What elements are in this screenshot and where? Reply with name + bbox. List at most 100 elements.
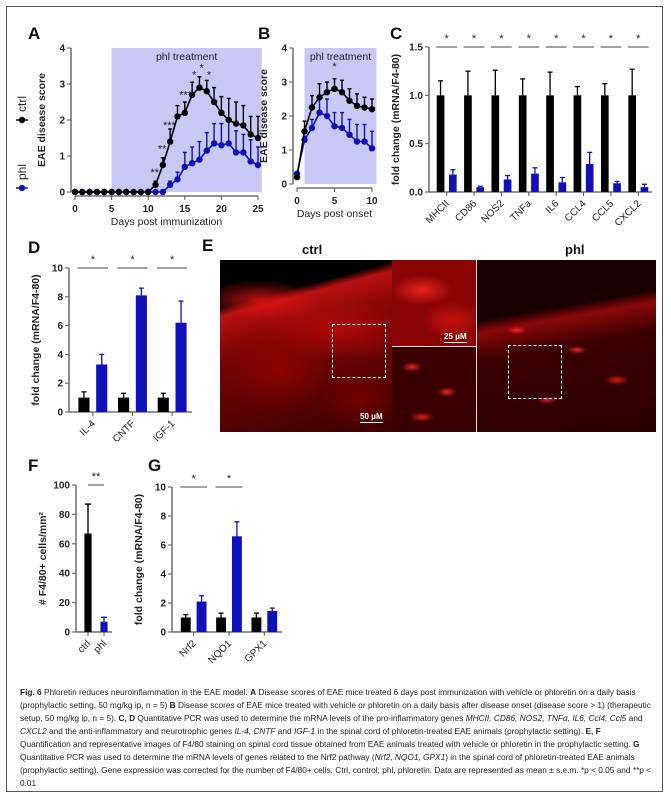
phl-data-point — [361, 138, 368, 145]
x-tick-label: MHCII — [424, 198, 452, 226]
phl-data-point — [331, 123, 338, 130]
y-tick-label: 10 — [52, 264, 64, 275]
ctrl-data-point — [123, 188, 130, 196]
y-axis-label: fold change (mRNA/F4-80) — [30, 274, 42, 405]
y-tick-label: 40 — [59, 569, 71, 580]
x-tick-label: IL6 — [544, 198, 562, 216]
bar-TNFa-phl — [531, 173, 539, 192]
y-tick-label: 8 — [57, 292, 63, 303]
bar-CXCL2-phl — [640, 187, 649, 192]
scale-bar-50um-label: 50 μM — [360, 412, 383, 421]
phl-data-point — [353, 138, 361, 145]
bar-CCL4-ctrl — [573, 95, 582, 192]
ctrl-micrograph — [220, 260, 392, 432]
ctrl-zoom-region-box — [332, 324, 386, 378]
ctrl-data-point — [159, 161, 167, 169]
y-axis-label: EAE disease score — [258, 69, 270, 163]
phl-zoom-micrograph — [392, 346, 476, 432]
x-tick-label: 10 — [143, 204, 155, 215]
panel-label-e: E — [202, 236, 214, 255]
phl-data-point — [166, 181, 174, 188]
significance-marker: ** — [92, 471, 101, 483]
x-tick-label: NQO1 — [206, 638, 234, 666]
bar-IGF-1-phl — [175, 322, 187, 412]
ctrl-data-point — [225, 116, 232, 124]
y-tick-label: 60 — [59, 539, 71, 550]
caption-segment: and — [626, 713, 643, 723]
significance-marker: ** — [158, 143, 167, 155]
treatment-shaded-region — [111, 48, 262, 192]
x-tick-label: GPX1 — [243, 638, 270, 665]
significance-marker: * — [609, 33, 614, 45]
y-tick-label: 100 — [53, 481, 70, 492]
y-tick-label: 3 — [59, 80, 65, 91]
caption-segment: and the anti-inflammatory and neurotroph… — [46, 726, 235, 736]
ctrl-data-point — [86, 188, 93, 196]
ctrl-data-point — [338, 89, 346, 96]
ctrl-data-point — [108, 188, 115, 196]
y-tick-label: 2 — [57, 379, 63, 390]
ctrl-data-point — [232, 120, 240, 127]
x-tick-label: CCL4 — [563, 198, 589, 224]
caption-segment: Fig. 6 — [20, 687, 42, 697]
caption-segment: B — [169, 700, 176, 710]
y-tick-label: 1.5 — [409, 43, 423, 54]
x-tick-label: CD86 — [453, 198, 479, 224]
significance-marker: *** — [163, 120, 177, 132]
significance-marker: *** — [179, 89, 193, 101]
scale-bar-50um: 50 μM — [360, 412, 383, 423]
ctrl-data-point — [203, 88, 210, 95]
panel-label-f: F — [28, 456, 39, 475]
phl-data-point — [218, 142, 225, 149]
ctrl-data-point — [301, 128, 308, 135]
caption-segment: and — [275, 726, 294, 736]
ctrl-data-point — [331, 85, 338, 93]
ctrl-data-point — [115, 188, 123, 196]
treatment-label: phl treatment — [156, 51, 217, 63]
x-tick-label: IL-4 — [78, 418, 98, 438]
ctrl-data-point — [196, 84, 203, 91]
caption-segment: Quantitative PCR was used to determine t… — [20, 752, 375, 762]
bar-MHCII-phl — [448, 174, 457, 192]
x-tick-label: 0 — [294, 196, 300, 207]
y-tick-label: 80 — [59, 510, 71, 521]
panel-label-b: B — [258, 24, 271, 43]
phl-zoom-region-box — [508, 345, 562, 399]
bar-CCL5-phl — [613, 183, 621, 192]
bar-ctrl — [84, 533, 92, 632]
significance-marker: * — [636, 33, 641, 45]
bar-IL-4-ctrl — [78, 397, 90, 412]
bar-Nrf2-phl — [196, 601, 207, 632]
x-tick-label: 5 — [109, 204, 115, 215]
ctrl-data-point — [316, 94, 323, 101]
significance-marker: * — [499, 33, 504, 45]
x-tick-label: 10 — [366, 196, 378, 207]
y-axis-label: EAE disease score — [36, 73, 48, 167]
ctrl-data-point — [254, 134, 262, 142]
bar-CCL4-phl — [585, 163, 594, 192]
ctrl-data-point — [308, 104, 316, 111]
phl-data-point — [308, 124, 316, 132]
bar-CCL5-ctrl — [600, 95, 609, 192]
legend-phl-marker — [18, 184, 26, 192]
treatment-label: phl treatment — [310, 51, 371, 63]
x-axis-label: Days post onset — [297, 208, 372, 220]
y-tick-label: 0 — [59, 188, 65, 199]
x-tick-label: Nrf2 — [178, 638, 199, 659]
ctrl-data-point — [93, 188, 101, 196]
caption-segment: Quantitative PCR was used to determine t… — [135, 713, 466, 723]
y-tick-label: 0 — [64, 628, 70, 639]
panel-e-title-phl: phl — [565, 242, 585, 257]
caption-segment: Nrf2, NQO1, GPX1 — [374, 752, 446, 762]
x-tick-label: 25 — [252, 204, 264, 215]
ctrl-data-point — [293, 174, 301, 181]
bar-MHCII-ctrl — [436, 95, 445, 192]
ctrl-data-point — [346, 97, 353, 104]
significance-marker: * — [472, 33, 477, 45]
ctrl-zoom-micrograph — [392, 260, 477, 347]
y-axis-label: fold change (mRNA/F4-80) — [133, 494, 145, 625]
bar-IL-4-phl — [96, 364, 108, 412]
bar-CD86-phl — [476, 187, 485, 192]
caption-segment: A — [250, 687, 257, 697]
scale-bar-25um-label: 25 μM — [444, 332, 467, 341]
